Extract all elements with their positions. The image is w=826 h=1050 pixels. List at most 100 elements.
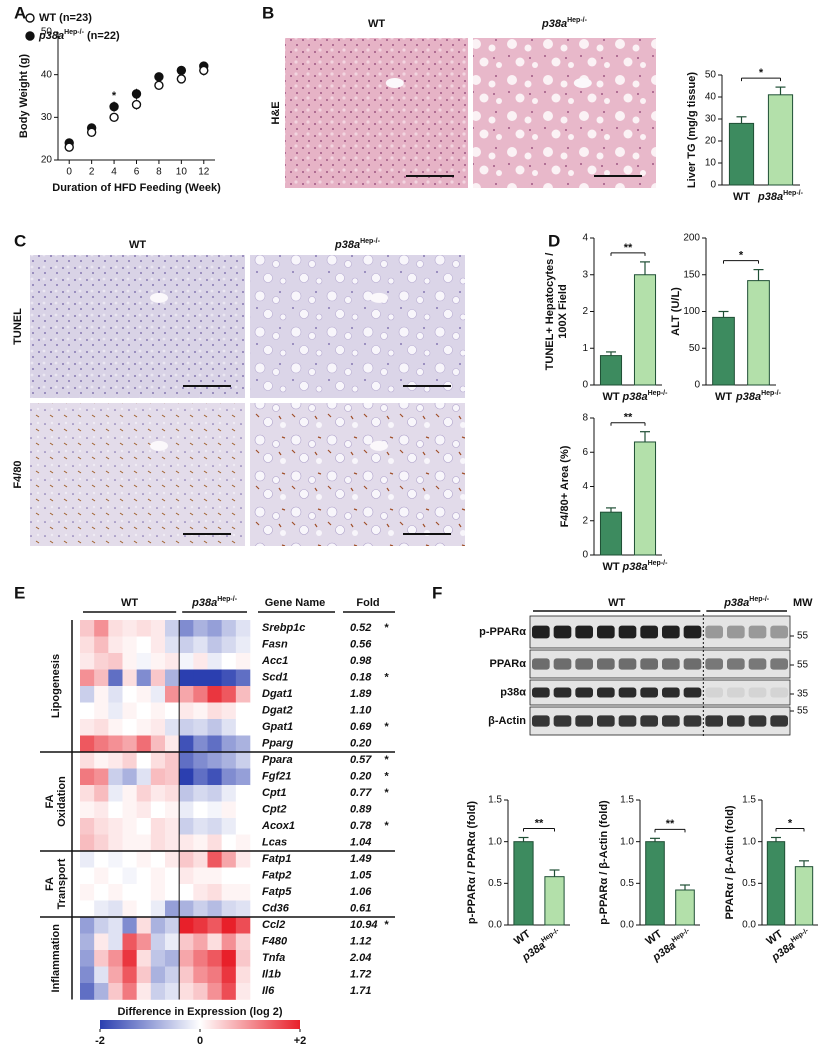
heatmap-cell — [179, 702, 194, 720]
heatmap-cell — [122, 884, 137, 901]
x-tick-label: 4 — [111, 167, 117, 178]
legend-marker — [25, 31, 35, 41]
significance-label: ** — [624, 412, 633, 424]
heatmap-cell — [108, 834, 123, 852]
heatmap-cell — [136, 801, 152, 819]
fold-value: 0.56 — [350, 639, 372, 651]
blot-band — [618, 625, 637, 639]
heatmap-cell — [221, 983, 237, 1000]
y-tick-label: 0.5 — [742, 878, 756, 889]
heatmap-cell — [165, 884, 180, 901]
heatmap-cell — [150, 933, 166, 951]
heatmap-cell — [165, 785, 180, 802]
heatmap-cell — [193, 917, 208, 934]
image-column-label-sup: Hep-/- — [360, 238, 381, 245]
heatmap-cell — [235, 818, 251, 835]
x-tick-label-sup: Hep-/- — [783, 190, 804, 197]
heatmap-cell — [179, 966, 194, 984]
heatmap-cell — [193, 702, 208, 720]
heatmap-cell — [165, 636, 180, 654]
heatmap-cell — [165, 950, 180, 967]
heatmap-cell — [179, 719, 194, 736]
heatmap-cell — [179, 851, 194, 868]
fold-value: 0.20 — [350, 771, 372, 783]
heatmap-cell — [221, 653, 237, 670]
heatmap-cell — [94, 620, 109, 637]
heatmap-cell — [94, 917, 109, 934]
heatmap-cell — [80, 686, 95, 703]
significance-label: * — [739, 250, 744, 262]
heatmap-cell — [150, 917, 166, 934]
heatmap-cell — [136, 620, 152, 637]
x-tick-label: p38aHep-/- — [622, 390, 669, 403]
blot-row-label: PPARα — [489, 658, 526, 670]
blot-strip — [529, 649, 791, 679]
heatmap-cell — [94, 752, 109, 769]
heatmap-cell — [108, 900, 123, 918]
heatmap-cell — [165, 983, 180, 1000]
y-tick-label: 0.5 — [620, 878, 634, 889]
fold-value: 1.12 — [350, 936, 371, 948]
significance-label: ** — [624, 242, 633, 254]
heatmap-cell — [193, 900, 208, 918]
mw-label: 55 — [797, 631, 809, 642]
y-axis-label: PPARα / β-Actin (fold) — [724, 805, 736, 919]
heatmap-cell — [179, 917, 194, 934]
fold-star: * — [384, 721, 389, 733]
y-tick-label: 2 — [582, 306, 588, 317]
blot-band — [640, 658, 658, 670]
heatmap-cell — [80, 702, 95, 720]
mw-label: 35 — [797, 689, 809, 700]
blot-band — [662, 715, 680, 727]
colorbar-tick-label: 0 — [197, 1035, 203, 1047]
heatmap-cell — [165, 966, 180, 984]
heatmap-cell — [165, 752, 180, 769]
heatmap-cell — [108, 653, 123, 670]
heatmap-cell — [136, 950, 152, 967]
heatmap-cell — [122, 719, 137, 736]
y-tick-label: 1.5 — [620, 795, 634, 806]
image-column-label: WT — [129, 239, 146, 251]
heatmap-cell — [108, 686, 123, 703]
gene-name: Fgf21 — [262, 771, 291, 783]
heatmap-cell — [136, 867, 152, 885]
fold-value: 0.57 — [350, 754, 372, 766]
heatmap-cell — [165, 719, 180, 736]
heatmap-cell — [122, 851, 137, 868]
heatmap-cell — [94, 636, 109, 654]
y-tick-label: 50 — [41, 27, 53, 38]
blot-band — [705, 715, 723, 727]
heatmap-cell — [136, 702, 152, 720]
heatmap-cell — [80, 900, 95, 918]
x-tick-label-base: p38a — [735, 391, 761, 403]
heatmap-cell — [136, 653, 152, 670]
heatmap-cell — [235, 735, 251, 753]
image-column-label-base: p38a — [334, 239, 360, 251]
blot-band — [618, 687, 637, 698]
fold-value: 1.05 — [350, 870, 372, 882]
significance-label: * — [788, 817, 793, 829]
y-tick-label: 20 — [705, 136, 717, 147]
gene-header: Gene Name — [265, 597, 326, 609]
heatmap-cell — [207, 917, 222, 934]
blot-band — [618, 715, 637, 727]
fold-value: 1.89 — [350, 688, 372, 700]
gene-name: Tnfa — [262, 952, 285, 964]
y-tick-label: 1.5 — [742, 795, 756, 806]
blot-band — [597, 715, 615, 727]
y-axis-label: 100X Field — [557, 284, 569, 338]
heatmap-cell — [207, 669, 222, 687]
heatmap-cell — [136, 884, 152, 901]
heatmap-cell — [136, 851, 152, 868]
blot-band — [727, 715, 745, 727]
blot-band — [770, 715, 788, 727]
heatmap-cell — [165, 735, 180, 753]
blot-band — [683, 687, 702, 698]
blot-band — [575, 715, 593, 727]
row-group-label: FA — [44, 877, 56, 891]
blot-group-label: WT — [608, 597, 625, 609]
heatmap-cell — [122, 867, 137, 885]
heatmap-cell — [235, 950, 251, 967]
gene-name: Fatp2 — [262, 870, 291, 882]
bar — [599, 511, 623, 556]
